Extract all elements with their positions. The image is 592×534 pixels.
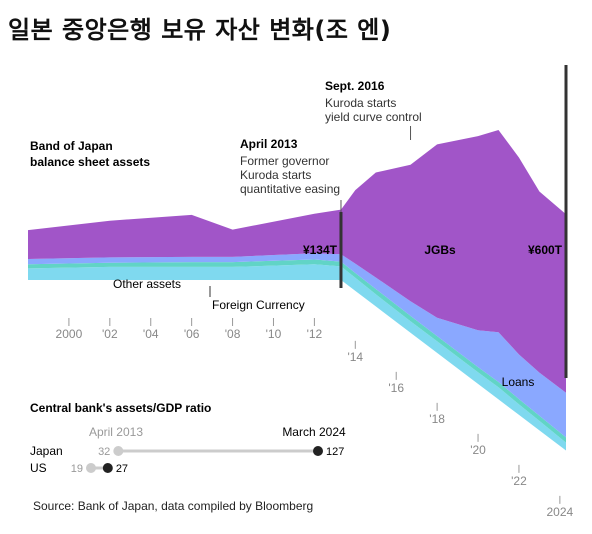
annotation-text: Kuroda starts <box>325 96 396 110</box>
ratio-end-value: 27 <box>116 463 128 475</box>
ratio-header-right: March 2024 <box>282 425 346 439</box>
series-label-jgbs: JGBs <box>424 243 456 257</box>
annotation-text: yield curve control <box>325 110 422 124</box>
x-axis-ticks: 2000 '02 '04 '06 '08 '10 '12 '14 '16 '18 '20 '22 202… <box>56 318 574 519</box>
ratio-start-value: 32 <box>98 446 110 458</box>
area-loans <box>28 253 566 438</box>
x-tick-label: '10 <box>266 327 282 341</box>
gdp-ratio-chart: Central bank's assets/GDP ratio April 201… <box>30 401 346 475</box>
annotation-date: April 2013 <box>240 137 298 151</box>
ratio-end-dot <box>313 446 323 456</box>
series-label-other: Other assets <box>113 277 181 291</box>
ratio-row-country: Japan <box>30 444 63 458</box>
x-tick-label: '12 <box>307 327 323 341</box>
x-tick-label: '22 <box>511 474 527 488</box>
chart-title-line1: Band of Japan <box>30 139 113 153</box>
ratio-start-dot <box>86 463 96 473</box>
x-tick-label: '16 <box>388 381 404 395</box>
area-jgbs <box>28 130 566 393</box>
series-label-foreign: Foreign Currency <box>212 298 305 312</box>
annotation-text: Former governor <box>240 154 329 168</box>
x-tick-label: '04 <box>143 327 159 341</box>
x-tick-label: '02 <box>102 327 118 341</box>
annotation-date: Sept. 2016 <box>325 79 385 93</box>
ratio-start-dot <box>113 446 124 456</box>
x-tick-label: '06 <box>184 327 200 341</box>
ratio-end-value: 127 <box>326 446 344 458</box>
annotation-text: quantitative easing <box>240 182 340 196</box>
x-tick-label: 2024 <box>547 505 574 519</box>
x-tick-label: '18 <box>429 412 445 426</box>
x-tick-label: '08 <box>225 327 241 341</box>
ratio-start-value: 19 <box>71 463 83 475</box>
x-tick-label: '14 <box>347 350 363 364</box>
annotation-text: Kuroda starts <box>240 168 311 182</box>
ratio-header-left: April 2013 <box>89 425 143 439</box>
annotations: Band of Japan balance sheet assets April 2… <box>30 65 568 389</box>
ratio-row-country: US <box>30 461 47 475</box>
ratio-title: Central bank's assets/GDP ratio <box>30 401 211 415</box>
chart-title-line2: balance sheet assets <box>30 155 150 169</box>
x-tick-label: 2000 <box>56 327 83 341</box>
stacked-area-group <box>28 130 566 451</box>
source-note: Source: Bank of Japan, data compiled by … <box>33 499 314 513</box>
page-title: 일본 중앙은행 보유 자산 변화(조 엔) <box>8 16 392 44</box>
annotation-value-600T: ¥600T <box>528 243 563 257</box>
ratio-end-dot <box>102 463 113 473</box>
x-tick-label: '20 <box>470 443 486 457</box>
series-label-loans: Loans <box>502 375 535 389</box>
annotation-value-134T: ¥134T <box>303 243 338 257</box>
